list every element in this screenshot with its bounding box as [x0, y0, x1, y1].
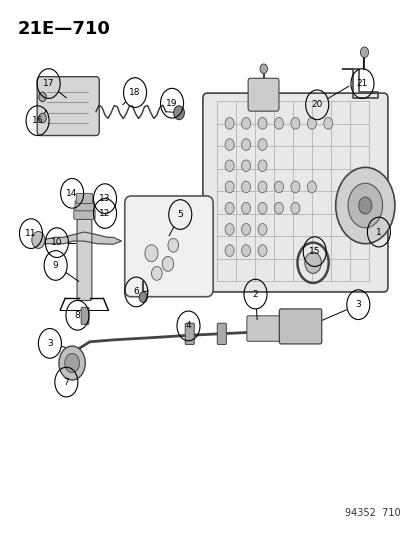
Circle shape	[39, 114, 46, 123]
Text: 9: 9	[53, 261, 58, 270]
Circle shape	[257, 117, 266, 129]
Circle shape	[323, 117, 332, 129]
Text: 8: 8	[74, 311, 80, 320]
Text: 1: 1	[375, 228, 381, 237]
Circle shape	[257, 223, 266, 235]
Circle shape	[168, 238, 178, 252]
FancyBboxPatch shape	[217, 323, 226, 344]
Circle shape	[274, 181, 283, 193]
Text: 18: 18	[129, 88, 140, 97]
Circle shape	[306, 181, 316, 193]
Circle shape	[64, 353, 79, 373]
Text: 17: 17	[43, 79, 54, 88]
FancyBboxPatch shape	[124, 196, 213, 297]
Circle shape	[304, 252, 320, 273]
Circle shape	[241, 181, 250, 193]
Text: 16: 16	[32, 116, 43, 125]
Circle shape	[241, 245, 250, 256]
Circle shape	[225, 139, 234, 150]
FancyBboxPatch shape	[74, 209, 95, 219]
Text: 12: 12	[99, 209, 110, 218]
Circle shape	[225, 181, 234, 193]
Circle shape	[173, 106, 184, 119]
Text: 21: 21	[356, 79, 367, 88]
Circle shape	[225, 245, 234, 256]
Text: 21E—710: 21E—710	[18, 20, 110, 38]
Circle shape	[145, 245, 158, 262]
Circle shape	[241, 223, 250, 235]
Text: 19: 19	[166, 99, 177, 108]
Circle shape	[225, 160, 234, 172]
FancyBboxPatch shape	[202, 93, 387, 292]
Text: 10: 10	[51, 238, 62, 247]
Circle shape	[290, 203, 299, 214]
Circle shape	[225, 223, 234, 235]
Text: 6: 6	[133, 287, 139, 296]
Text: 13: 13	[99, 194, 111, 203]
FancyBboxPatch shape	[75, 201, 94, 211]
Text: 3: 3	[47, 339, 53, 348]
FancyBboxPatch shape	[81, 308, 89, 324]
Circle shape	[162, 256, 173, 271]
Circle shape	[225, 117, 234, 129]
Circle shape	[257, 181, 266, 193]
Circle shape	[347, 183, 382, 228]
Text: 2: 2	[252, 289, 258, 298]
FancyBboxPatch shape	[247, 78, 278, 111]
Circle shape	[257, 160, 266, 172]
Circle shape	[59, 346, 85, 380]
Text: 3: 3	[355, 300, 360, 309]
Text: 4: 4	[185, 321, 191, 330]
Circle shape	[241, 117, 250, 129]
Circle shape	[358, 197, 371, 214]
Circle shape	[259, 64, 267, 74]
Text: 20: 20	[311, 100, 322, 109]
Circle shape	[274, 203, 283, 214]
Circle shape	[274, 117, 283, 129]
FancyBboxPatch shape	[37, 77, 99, 135]
Circle shape	[39, 92, 46, 102]
Circle shape	[241, 203, 250, 214]
Text: 94352  710: 94352 710	[344, 508, 399, 519]
FancyBboxPatch shape	[185, 323, 194, 344]
Circle shape	[257, 139, 266, 150]
Circle shape	[241, 160, 250, 172]
Circle shape	[225, 203, 234, 214]
Text: 5: 5	[177, 210, 183, 219]
Text: 14: 14	[66, 189, 78, 198]
Circle shape	[139, 292, 147, 303]
Circle shape	[306, 117, 316, 129]
FancyBboxPatch shape	[279, 309, 321, 344]
FancyBboxPatch shape	[246, 316, 280, 341]
FancyBboxPatch shape	[77, 219, 92, 301]
Circle shape	[359, 47, 368, 58]
Circle shape	[257, 245, 266, 256]
Circle shape	[257, 203, 266, 214]
Polygon shape	[42, 232, 121, 244]
Circle shape	[32, 231, 45, 248]
Circle shape	[290, 117, 299, 129]
Circle shape	[151, 266, 162, 280]
Circle shape	[335, 167, 394, 244]
FancyBboxPatch shape	[76, 193, 93, 204]
Text: 11: 11	[25, 229, 37, 238]
Text: 7: 7	[63, 377, 69, 386]
Circle shape	[290, 181, 299, 193]
Circle shape	[241, 139, 250, 150]
Text: 15: 15	[308, 247, 320, 256]
